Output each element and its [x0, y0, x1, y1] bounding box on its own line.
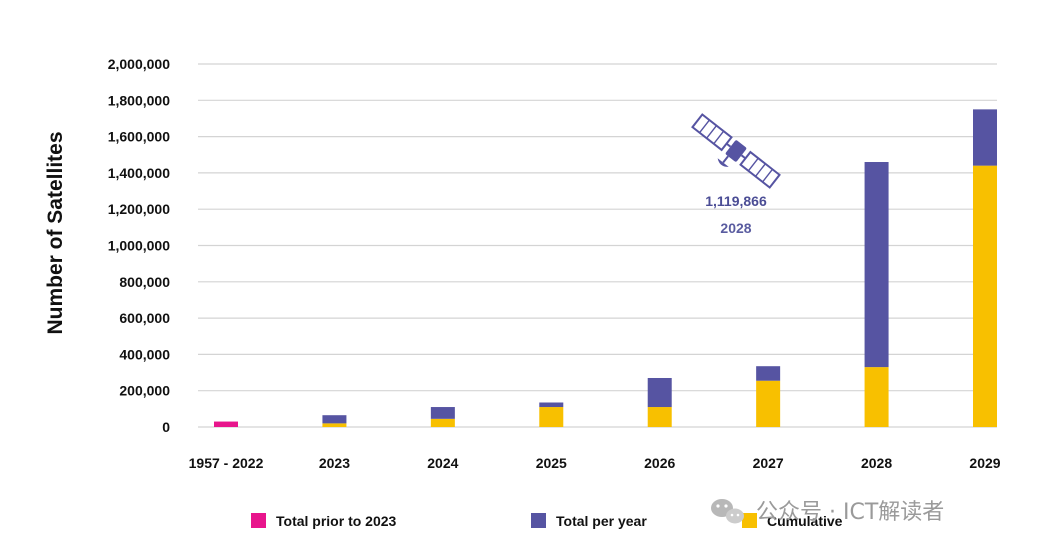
bar-total-per-year-2029 — [973, 109, 997, 166]
bar-total-per-year-2027 — [756, 366, 781, 381]
bar-total-per-year-2024 — [430, 407, 455, 419]
y-tick-label: 1,400,000 — [108, 165, 170, 181]
bar-cumulative-2024 — [430, 418, 455, 427]
x-tick-label: 2023 — [319, 455, 350, 471]
annotation-year: 2028 — [720, 220, 751, 236]
bar-total-per-year-2028 — [864, 162, 889, 368]
y-axis-label: Number of Satellites — [44, 131, 67, 334]
y-tick-label: 600,000 — [119, 310, 170, 326]
legend-swatch-cumulative — [742, 513, 757, 528]
bar-cumulative-2026 — [647, 407, 672, 427]
annotation-value: 1,119,866 — [705, 193, 767, 209]
x-tick-label: 2029 — [969, 455, 1000, 471]
x-tick-label: 2027 — [753, 455, 784, 471]
legend: Total prior to 2023 Total per year Cumul… — [251, 513, 843, 529]
bar-cumulative-2023 — [322, 423, 347, 427]
bar-cumulative-2027 — [756, 380, 781, 427]
y-tick-label: 400,000 — [119, 346, 170, 362]
y-tick-label: 1,000,000 — [108, 238, 170, 254]
satellite-icon — [691, 113, 781, 189]
wechat-icon — [711, 499, 744, 524]
y-tick-label: 1,600,000 — [108, 129, 170, 145]
legend-swatch-prior — [251, 513, 266, 528]
x-tick-label: 2024 — [427, 455, 458, 471]
gridlines — [198, 63, 997, 428]
x-tick-label: 2028 — [861, 455, 892, 471]
watermark-text: 公众号 · ICT解读者 — [756, 500, 944, 525]
y-tick-label: 1,800,000 — [108, 92, 170, 108]
bar-total-per-year-2026 — [647, 377, 672, 408]
legend-label-per-year: Total per year — [556, 513, 647, 529]
y-tick-label: 0 — [162, 419, 170, 435]
y-tick-label: 1,200,000 — [108, 201, 170, 217]
bars — [214, 109, 997, 427]
x-tick-label: 2026 — [644, 455, 675, 471]
watermark: 公众号 · ICT解读者 — [711, 499, 944, 525]
bar-cumulative-2028 — [864, 367, 889, 427]
legend-swatch-per-year — [531, 513, 546, 528]
y-axis-ticks: 0 200,000 400,000 600,000 800,000 1,000,000 1,… — [108, 56, 171, 435]
y-tick-label: 200,000 — [119, 383, 170, 399]
legend-label-prior: Total prior to 2023 — [276, 513, 397, 529]
bar-total-per-year-2025 — [539, 402, 564, 408]
bar-total-prior-to-2023-1957-2022 — [214, 421, 238, 427]
x-tick-label: 2025 — [536, 455, 567, 471]
x-tick-label: 1957 - 2022 — [189, 455, 264, 471]
legend-label-cumulative: Cumulative — [767, 513, 843, 529]
bar-total-per-year-2023 — [322, 415, 347, 424]
bar-cumulative-2025 — [539, 407, 564, 427]
x-axis-ticks: 1957 - 2022 2023 2024 2025 2026 2027 2028 2029 — [189, 455, 1001, 471]
bar-cumulative-2029 — [973, 165, 997, 427]
y-tick-label: 2,000,000 — [108, 56, 170, 72]
y-tick-label: 800,000 — [119, 274, 170, 290]
